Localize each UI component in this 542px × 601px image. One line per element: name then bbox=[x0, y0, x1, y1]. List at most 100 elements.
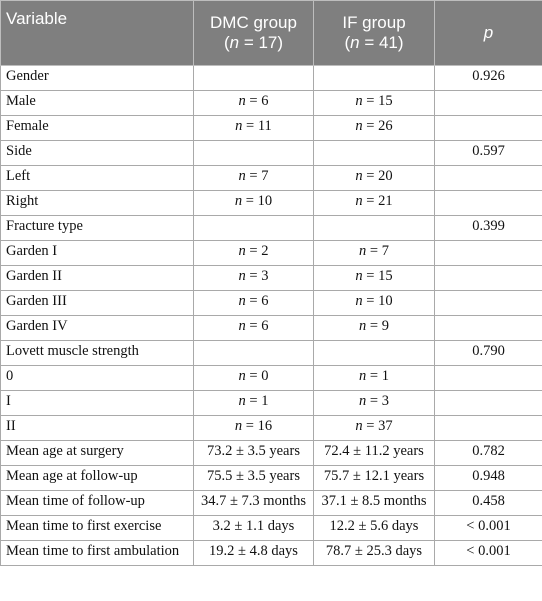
table-cell: Gender bbox=[0, 65, 194, 91]
table-cell: 0.782 bbox=[434, 440, 542, 466]
table-cell: 0.597 bbox=[434, 140, 542, 166]
data-table: Variable DMC group (n = 17) IF group (n = 41… bbox=[0, 0, 542, 566]
table-cell: 0.458 bbox=[434, 490, 542, 516]
table-cell bbox=[434, 190, 542, 216]
table-cell: 37.1 ± 8.5 months bbox=[313, 490, 435, 516]
table-cell bbox=[313, 340, 435, 366]
table-cell: 73.2 ± 3.5 years bbox=[193, 440, 314, 466]
table-cell: Left bbox=[0, 165, 194, 191]
table-cell: 0 bbox=[0, 365, 194, 391]
header-text: DMC group bbox=[210, 13, 297, 32]
table-cell: 75.5 ± 3.5 years bbox=[193, 465, 314, 491]
table-cell: II bbox=[0, 415, 194, 441]
table-cell bbox=[193, 340, 314, 366]
table-cell: Fracture type bbox=[0, 215, 194, 241]
header-row: Variable DMC group (n = 17) IF group (n = 41… bbox=[0, 0, 542, 66]
table-cell: n = 16 bbox=[193, 415, 314, 441]
table-cell: n = 26 bbox=[313, 115, 435, 141]
table-cell: Female bbox=[0, 115, 194, 141]
header-cell: DMC group (n = 17) bbox=[193, 0, 314, 66]
table-cell: n = 15 bbox=[313, 265, 435, 291]
table-cell: Right bbox=[0, 190, 194, 216]
table-cell: Garden IV bbox=[0, 315, 194, 341]
table-cell: n = 11 bbox=[193, 115, 314, 141]
table-row: Lovett muscle strength 0.790 bbox=[0, 340, 542, 366]
table-row: Mean time of follow-up 34.7 ± 7.3 months 3… bbox=[0, 490, 542, 516]
table-cell: Mean age at surgery bbox=[0, 440, 194, 466]
table-cell bbox=[434, 240, 542, 266]
table-cell: n = 1 bbox=[193, 390, 314, 416]
header-text: (n = 41) bbox=[344, 33, 404, 52]
table-cell: 72.4 ± 11.2 years bbox=[313, 440, 435, 466]
table-cell: 0.926 bbox=[434, 65, 542, 91]
table-cell: n = 7 bbox=[313, 240, 435, 266]
table-cell: Side bbox=[0, 140, 194, 166]
table-cell: I bbox=[0, 390, 194, 416]
header-text: Variable bbox=[6, 9, 68, 28]
table-cell: n = 6 bbox=[193, 290, 314, 316]
table-cell bbox=[434, 290, 542, 316]
table-cell bbox=[313, 140, 435, 166]
table-cell: Mean time of follow-up bbox=[0, 490, 194, 516]
table-cell bbox=[193, 215, 314, 241]
table-cell: n = 21 bbox=[313, 190, 435, 216]
table-row: Fracture type 0.399 bbox=[0, 215, 542, 241]
table-cell: n = 20 bbox=[313, 165, 435, 191]
table-cell: n = 7 bbox=[193, 165, 314, 191]
table-cell: Lovett muscle strength bbox=[0, 340, 194, 366]
table-cell bbox=[313, 65, 435, 91]
header-text: (n = 17) bbox=[223, 33, 284, 52]
table-cell: < 0.001 bbox=[434, 540, 542, 566]
header-cell: p bbox=[434, 0, 542, 66]
table-cell bbox=[434, 115, 542, 141]
table-row: Gender 0.926 bbox=[0, 65, 542, 91]
table-row: Mean time to first exercise 3.2 ± 1.1 day… bbox=[0, 515, 542, 541]
table-row: Side 0.597 bbox=[0, 140, 542, 166]
table-cell: n = 10 bbox=[193, 190, 314, 216]
table-cell: Mean age at follow-up bbox=[0, 465, 194, 491]
table-cell: n = 37 bbox=[313, 415, 435, 441]
table-cell: Mean time to first exercise bbox=[0, 515, 194, 541]
table-cell: Garden I bbox=[0, 240, 194, 266]
table-cell: Garden II bbox=[0, 265, 194, 291]
table-cell: n = 3 bbox=[313, 390, 435, 416]
table-cell: 12.2 ± 5.6 days bbox=[313, 515, 435, 541]
table-cell: 0.399 bbox=[434, 215, 542, 241]
table-cell: n = 10 bbox=[313, 290, 435, 316]
table-cell bbox=[434, 265, 542, 291]
table-cell: 75.7 ± 12.1 years bbox=[313, 465, 435, 491]
table-row: Mean age at follow-up 75.5 ± 3.5 years 75.… bbox=[0, 465, 542, 491]
table-cell: n = 2 bbox=[193, 240, 314, 266]
table-row: Mean age at surgery 73.2 ± 3.5 years 72.4 … bbox=[0, 440, 542, 466]
header-cell: IF group (n = 41) bbox=[313, 0, 435, 66]
table-cell: n = 3 bbox=[193, 265, 314, 291]
table-cell: 0.948 bbox=[434, 465, 542, 491]
table-cell: n = 9 bbox=[313, 315, 435, 341]
table-cell bbox=[193, 65, 314, 91]
table-cell: Garden III bbox=[0, 290, 194, 316]
table-cell: Mean time to first ambulation bbox=[0, 540, 194, 566]
table-cell bbox=[313, 215, 435, 241]
table-cell: < 0.001 bbox=[434, 515, 542, 541]
table-cell: 34.7 ± 7.3 months bbox=[193, 490, 314, 516]
table-row: Mean time to first ambulation 19.2 ± 4.8 … bbox=[0, 540, 542, 566]
table-cell: n = 6 bbox=[193, 90, 314, 116]
table-cell: n = 6 bbox=[193, 315, 314, 341]
table-cell: n = 15 bbox=[313, 90, 435, 116]
table-cell: Male bbox=[0, 90, 194, 116]
header-text: p bbox=[483, 23, 494, 42]
table-cell bbox=[434, 315, 542, 341]
table-cell: 0.790 bbox=[434, 340, 542, 366]
table-cell bbox=[434, 90, 542, 116]
header-text: IF group bbox=[342, 13, 406, 32]
header-cell: Variable bbox=[0, 0, 194, 66]
table-cell bbox=[434, 415, 542, 441]
table-cell bbox=[434, 390, 542, 416]
table-cell bbox=[193, 140, 314, 166]
